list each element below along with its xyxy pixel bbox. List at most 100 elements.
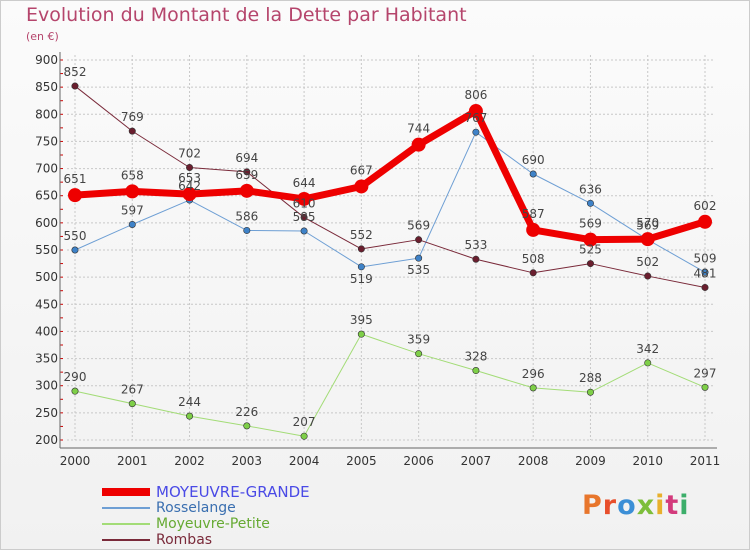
data-label: 296 xyxy=(522,367,545,381)
x-tick-label: 2000 xyxy=(60,454,91,468)
y-tick-label: 850 xyxy=(35,80,58,94)
data-label: 610 xyxy=(293,196,316,210)
data-point xyxy=(529,384,537,392)
data-label: 342 xyxy=(636,342,659,356)
logo-letter: t xyxy=(665,490,680,521)
data-label: 667 xyxy=(350,163,373,177)
x-tick-label: 2003 xyxy=(232,454,263,468)
data-label: 597 xyxy=(121,203,144,217)
x-tick-label: 2002 xyxy=(174,454,205,468)
data-point xyxy=(415,236,423,244)
legend-item: Rosselange xyxy=(102,500,310,516)
data-point xyxy=(701,268,709,276)
data-label: 535 xyxy=(407,263,430,277)
data-point xyxy=(415,350,423,358)
data-label: 570 xyxy=(636,216,659,230)
chart-subtitle: (en €) xyxy=(26,30,59,43)
data-point xyxy=(243,226,251,234)
data-point xyxy=(472,128,480,136)
data-label: 519 xyxy=(350,272,373,286)
y-tick-label: 900 xyxy=(35,53,58,67)
y-tick-label: 550 xyxy=(35,243,58,257)
x-tick-label: 2007 xyxy=(461,454,492,468)
x-tick-label: 2011 xyxy=(690,454,721,468)
data-point xyxy=(71,82,79,90)
legend-item: Rombas xyxy=(102,532,310,548)
data-point xyxy=(182,187,197,202)
data-point xyxy=(415,254,423,262)
data-label: 395 xyxy=(350,313,373,327)
data-label: 288 xyxy=(579,371,602,385)
data-label: 702 xyxy=(178,146,201,160)
data-point xyxy=(357,330,365,338)
data-point xyxy=(640,232,655,247)
data-label: 744 xyxy=(407,122,430,136)
y-tick-label: 300 xyxy=(35,379,58,393)
logo-letter: i xyxy=(679,490,690,521)
data-point xyxy=(297,191,312,206)
logo-letter: i xyxy=(655,490,666,521)
data-label: 508 xyxy=(522,252,545,266)
data-label: 767 xyxy=(464,111,487,125)
legend-label: Moyeuvre-Petite xyxy=(156,516,270,532)
data-point xyxy=(698,214,712,229)
data-point xyxy=(529,170,537,178)
data-label: 226 xyxy=(235,405,258,419)
data-label: 525 xyxy=(579,243,602,257)
data-label: 852 xyxy=(64,65,87,79)
data-label: 636 xyxy=(579,182,602,196)
y-tick-label: 500 xyxy=(35,270,58,284)
data-point xyxy=(586,199,594,207)
data-label: 587 xyxy=(522,207,545,221)
legend-label: Rosselange xyxy=(156,500,236,516)
legend-label: Rombas xyxy=(156,532,213,548)
data-label: 502 xyxy=(636,255,659,269)
data-point xyxy=(644,272,652,280)
logo-letter: x xyxy=(636,490,656,521)
data-label: 602 xyxy=(694,199,717,213)
data-point xyxy=(644,359,652,367)
data-point xyxy=(468,104,483,119)
data-label: 694 xyxy=(235,151,258,165)
data-label: 481 xyxy=(694,266,717,280)
y-tick-label: 700 xyxy=(35,162,58,176)
legend-item: Moyeuvre-Petite xyxy=(102,516,310,532)
x-tick-label: 2006 xyxy=(403,454,434,468)
data-label: 207 xyxy=(293,415,316,429)
data-label: 653 xyxy=(178,171,201,185)
data-label: 586 xyxy=(235,209,258,223)
y-tick-label: 600 xyxy=(35,216,58,230)
data-point xyxy=(354,179,369,194)
data-point xyxy=(411,137,426,152)
legend-swatch xyxy=(102,523,150,525)
data-label: 267 xyxy=(121,383,144,397)
legend-swatch xyxy=(102,507,150,509)
legend: MOYEUVRE-GRANDE Rosselange Moyeuvre-Petite… xyxy=(102,484,310,548)
data-point xyxy=(701,283,709,291)
data-point xyxy=(300,213,308,221)
y-tick-label: 400 xyxy=(35,324,58,338)
data-label: 244 xyxy=(178,395,201,409)
legend-item: MOYEUVRE-GRANDE xyxy=(102,484,310,500)
data-point xyxy=(300,227,308,235)
data-label: 552 xyxy=(350,228,373,242)
y-tick-label: 450 xyxy=(35,297,58,311)
data-point xyxy=(68,188,82,203)
y-tick-label: 650 xyxy=(35,189,58,203)
x-tick-label: 2008 xyxy=(518,454,549,468)
data-point xyxy=(526,222,541,237)
data-label: 569 xyxy=(407,219,430,233)
data-point xyxy=(186,412,194,420)
y-tick-label: 200 xyxy=(35,433,58,447)
data-point xyxy=(128,220,136,228)
legend-label: MOYEUVRE-GRANDE xyxy=(156,483,310,501)
data-label: 297 xyxy=(694,366,717,380)
logo-letter: o xyxy=(617,490,637,521)
data-point xyxy=(128,127,136,135)
legend-swatch xyxy=(102,539,150,541)
data-point xyxy=(583,232,598,247)
data-point xyxy=(472,255,480,263)
data-point xyxy=(529,269,537,277)
data-point xyxy=(243,422,251,430)
